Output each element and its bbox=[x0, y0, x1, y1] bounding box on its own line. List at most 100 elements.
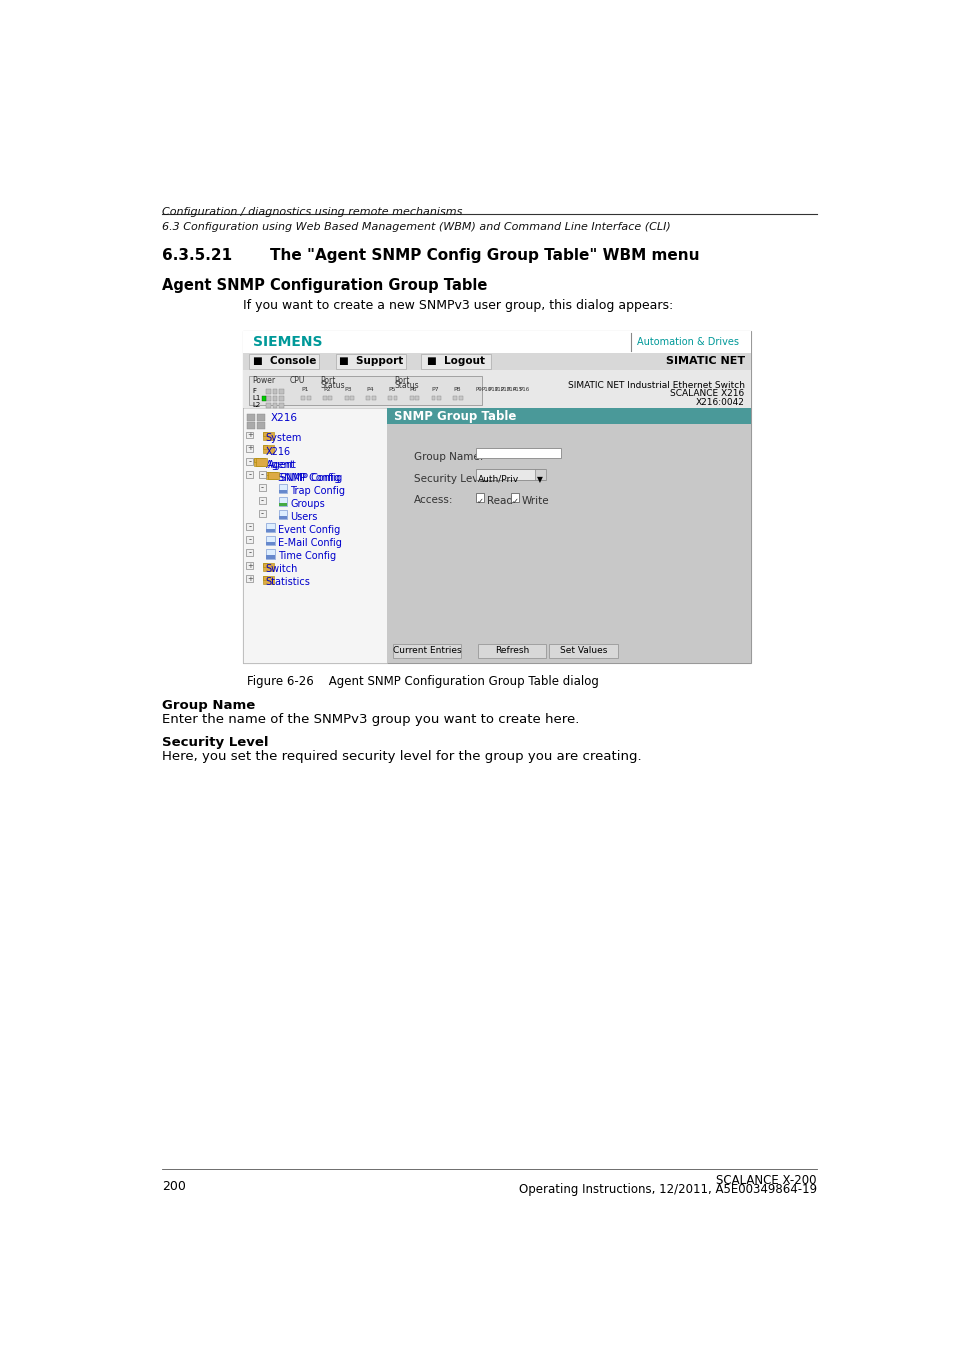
Text: Figure 6-26    Agent SNMP Configuration Group Table dialog: Figure 6-26 Agent SNMP Configuration Gro… bbox=[247, 675, 598, 687]
Text: -: - bbox=[260, 495, 263, 505]
Bar bbox=[278, 516, 287, 520]
Text: P15: P15 bbox=[513, 387, 522, 392]
Text: P12: P12 bbox=[494, 387, 504, 392]
Bar bbox=[350, 396, 354, 400]
Bar bbox=[263, 446, 267, 450]
Bar bbox=[243, 331, 750, 663]
Bar bbox=[246, 549, 253, 556]
Text: P13: P13 bbox=[500, 387, 510, 392]
Bar bbox=[246, 563, 253, 570]
Text: Auth/Priv: Auth/Priv bbox=[477, 475, 518, 483]
Bar bbox=[476, 493, 484, 502]
Bar bbox=[301, 396, 305, 400]
Text: Configuration / diagnostics using remote mechanisms: Configuration / diagnostics using remote… bbox=[162, 207, 462, 216]
Bar bbox=[323, 396, 327, 400]
Text: P5: P5 bbox=[388, 387, 395, 392]
Bar bbox=[258, 471, 266, 478]
Text: P6: P6 bbox=[410, 387, 416, 392]
Bar bbox=[366, 396, 370, 400]
Text: SCALANCE X-200: SCALANCE X-200 bbox=[716, 1173, 816, 1187]
Text: Group Name:: Group Name: bbox=[414, 452, 482, 462]
Text: Enter the name of the SNMPv3 group you want to create here.: Enter the name of the SNMPv3 group you w… bbox=[162, 713, 578, 725]
Text: P10: P10 bbox=[481, 387, 492, 392]
Bar bbox=[394, 396, 397, 400]
Text: Port: Port bbox=[394, 377, 410, 385]
Bar bbox=[263, 432, 274, 440]
Bar bbox=[386, 409, 750, 663]
Bar bbox=[458, 396, 462, 400]
Text: ■  Logout: ■ Logout bbox=[427, 356, 485, 366]
Bar bbox=[257, 414, 265, 421]
Text: Automation & Drives: Automation & Drives bbox=[637, 338, 739, 347]
Text: +: + bbox=[247, 432, 253, 437]
Text: The "Agent SNMP Config Group Table" WBM menu: The "Agent SNMP Config Group Table" WBM … bbox=[270, 248, 700, 263]
Text: SIEMENS: SIEMENS bbox=[253, 335, 322, 350]
Text: P8: P8 bbox=[453, 387, 460, 392]
Bar bbox=[266, 536, 274, 545]
Text: P1: P1 bbox=[301, 387, 309, 392]
Bar bbox=[307, 396, 311, 400]
Text: -: - bbox=[260, 470, 263, 479]
Text: SNMP Group Table: SNMP Group Table bbox=[394, 409, 517, 423]
Bar bbox=[263, 576, 267, 580]
Bar bbox=[421, 354, 491, 369]
Text: Trap Config: Trap Config bbox=[291, 486, 345, 495]
Bar bbox=[247, 423, 254, 429]
Bar bbox=[266, 471, 277, 479]
Text: -: - bbox=[248, 522, 251, 531]
Text: +: + bbox=[247, 576, 253, 582]
Bar bbox=[258, 497, 266, 504]
Bar bbox=[534, 470, 545, 481]
Text: Power: Power bbox=[253, 377, 275, 385]
Bar bbox=[476, 448, 560, 459]
Text: ▼: ▼ bbox=[537, 475, 542, 483]
Text: Set Values: Set Values bbox=[559, 647, 606, 656]
Bar bbox=[273, 389, 277, 394]
Text: SIMATIC NET Industrial Ethernet Switch: SIMATIC NET Industrial Ethernet Switch bbox=[567, 381, 744, 390]
Text: ■  Support: ■ Support bbox=[338, 356, 403, 366]
Bar bbox=[257, 423, 265, 429]
Bar bbox=[549, 644, 617, 657]
Text: Agent: Agent bbox=[268, 459, 296, 470]
Text: L1: L1 bbox=[253, 396, 261, 401]
Bar bbox=[243, 352, 750, 370]
Text: SNMP Config: SNMP Config bbox=[280, 472, 342, 483]
Text: P7: P7 bbox=[431, 387, 438, 392]
Text: 6.3 Configuration using Web Based Management (WBM) and Command Line Interface (C: 6.3 Configuration using Web Based Manage… bbox=[162, 221, 670, 232]
Bar bbox=[258, 510, 266, 517]
Bar bbox=[278, 483, 287, 493]
Text: Switch: Switch bbox=[266, 564, 297, 574]
Text: +: + bbox=[247, 446, 253, 451]
Text: Agent: Agent bbox=[266, 459, 294, 470]
Text: Refresh: Refresh bbox=[495, 647, 529, 656]
Text: L2: L2 bbox=[253, 402, 260, 408]
Text: Groups: Groups bbox=[291, 500, 325, 509]
Text: Read: Read bbox=[486, 497, 512, 506]
Bar bbox=[278, 504, 287, 506]
Text: X216: X216 bbox=[270, 413, 297, 424]
Bar bbox=[268, 471, 278, 479]
Bar bbox=[246, 432, 253, 439]
Bar bbox=[266, 549, 274, 559]
Bar bbox=[431, 396, 435, 400]
Bar bbox=[266, 396, 271, 401]
Bar bbox=[246, 444, 253, 451]
Text: Agent SNMP Configuration Group Table: Agent SNMP Configuration Group Table bbox=[162, 278, 487, 293]
Text: ■  Console: ■ Console bbox=[253, 356, 315, 366]
Bar bbox=[453, 396, 456, 400]
Bar bbox=[263, 563, 274, 571]
Bar bbox=[266, 524, 274, 532]
Text: +: + bbox=[247, 563, 253, 568]
Bar bbox=[328, 396, 332, 400]
Bar bbox=[243, 370, 750, 409]
Bar bbox=[263, 563, 267, 567]
Bar bbox=[372, 396, 375, 400]
Bar bbox=[278, 497, 287, 506]
Bar bbox=[263, 446, 274, 454]
Bar bbox=[266, 543, 274, 545]
Bar bbox=[415, 396, 418, 400]
Text: If you want to create a new SNMPv3 user group, this dialog appears:: If you want to create a new SNMPv3 user … bbox=[243, 300, 673, 312]
Text: F: F bbox=[253, 389, 256, 394]
Bar bbox=[386, 409, 750, 424]
Text: CPU: CPU bbox=[290, 377, 305, 385]
